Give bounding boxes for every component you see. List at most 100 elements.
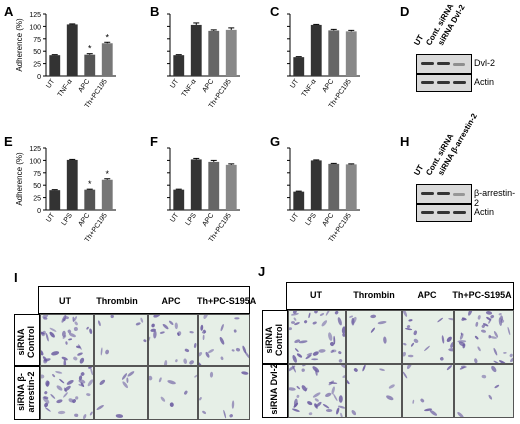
panel-j-col-1: UT [310, 290, 322, 300]
x-tick-label-a-2: APC [77, 78, 91, 94]
y-axis-label-a: Adherence (%) [15, 18, 24, 72]
blot-h-row-label-1: β-arrestin-2 [474, 188, 516, 208]
y-tick-label-e-4: 100 [29, 158, 41, 165]
micrograph-j-1-3 [402, 310, 454, 364]
x-tick-label-c-0: UT [289, 78, 301, 90]
y-tick-label-a-2: 50 [33, 49, 41, 56]
x-tick-label-g-2: APC [321, 212, 335, 228]
panel-label-g: G [270, 134, 281, 149]
micrograph-j-2-4 [454, 364, 514, 418]
significance-marker-a-3: * [105, 32, 109, 42]
blot-d-row-label-1: Dvl-2 [474, 58, 496, 68]
x-tick-label-f-1: LPS [185, 212, 199, 227]
bar-a-3 [101, 43, 113, 76]
x-tick-label-a-0: UT [45, 78, 57, 90]
y-tick-label-e-1: 25 [33, 196, 41, 203]
bar-g-1 [310, 160, 322, 210]
micrograph-j-2-3 [402, 364, 454, 418]
bar-c-1 [310, 24, 322, 76]
micrograph-i-2-4 [198, 366, 250, 420]
x-tick-label-e-2: APC [77, 212, 91, 228]
micrograph-i-1-1 [40, 314, 94, 366]
y-tick-label-e-2: 50 [33, 183, 41, 190]
bar-f-3 [225, 164, 237, 210]
significance-marker-e-3: * [105, 169, 109, 179]
y-tick-label-a-5: 125 [29, 12, 41, 19]
bar-b-0 [173, 55, 185, 76]
bar-c-2 [328, 30, 340, 76]
bar-e-1 [66, 159, 78, 210]
panel-label-f: F [150, 134, 158, 149]
panel-i-col-4: Th+PC-S195A [197, 296, 257, 306]
bar-a-1 [66, 24, 78, 76]
panel-label-h: H [400, 134, 410, 149]
y-axis-label-e: Adherence (%) [15, 152, 24, 206]
y-tick-label-e-5: 125 [29, 146, 41, 153]
panel-label-b: B [150, 4, 160, 19]
bar-b-3 [225, 29, 237, 76]
micrograph-i-2-1 [40, 366, 94, 420]
x-tick-label-a-1: TNF-α [57, 78, 74, 98]
x-tick-label-c-2: APC [321, 78, 335, 94]
panel-j-row1-box [262, 310, 288, 364]
panel-label-a: A [4, 4, 14, 19]
x-tick-label-f-2: APC [201, 212, 215, 228]
y-tick-label-e-0: 0 [37, 208, 41, 215]
micrograph-j-2-2 [346, 364, 402, 418]
bar-f-2 [208, 161, 220, 210]
blot-h-row-1 [416, 184, 472, 204]
micrograph-j-2-1 [288, 364, 346, 418]
bar-g-2 [328, 163, 340, 210]
x-tick-label-g-0: UT [289, 212, 301, 224]
y-tick-label-a-3: 75 [33, 37, 41, 44]
blot-d-row-1 [416, 54, 472, 74]
panel-i-col-2: Thrombin [96, 296, 138, 306]
y-tick-label-a-4: 100 [29, 24, 41, 31]
x-tick-label-b-2: APC [201, 78, 215, 94]
x-tick-label-b-0: UT [169, 78, 181, 90]
bar-e-3 [101, 179, 113, 210]
micrograph-i-2-2 [94, 366, 148, 420]
bar-c-3 [345, 31, 357, 76]
x-tick-label-b-1: TNF-α [181, 78, 198, 98]
panel-i-row1-box [14, 314, 40, 366]
panel-i-row-2: siRNA β-arrestin-2 [16, 371, 36, 413]
x-tick-label-g-1: LPS [305, 212, 319, 227]
panel-label-d: D [400, 4, 410, 19]
y-tick-label-a-0: 0 [37, 74, 41, 81]
blot-h-row-2 [416, 204, 472, 222]
panel-j-row-2: siRNA Dvl-2 [269, 363, 279, 415]
bar-c-0 [293, 57, 305, 76]
bar-a-2 [84, 54, 96, 76]
panel-label-c: C [270, 4, 280, 19]
micrograph-i-1-3 [148, 314, 198, 366]
panel-j-col-4: Th+PC-S195A [452, 290, 512, 300]
panel-i-row2-box [14, 366, 40, 420]
blot-d-row-label-2: Actin [474, 77, 495, 87]
panel-j-row2-box [262, 364, 288, 418]
x-tick-label-e-1: LPS [61, 212, 75, 227]
panel-i-col-1: UT [59, 296, 71, 306]
panel-i-col-3: APC [161, 296, 181, 306]
x-tick-label-c-1: TNF-α [301, 78, 318, 98]
panel-label-i: I [14, 270, 18, 285]
micrograph-j-1-4 [454, 310, 514, 364]
micrograph-i-1-2 [94, 314, 148, 366]
bar-b-2 [208, 30, 220, 77]
y-tick-label-a-1: 25 [33, 62, 41, 69]
micrograph-j-1-1 [288, 310, 346, 364]
panel-label-j: J [258, 264, 266, 279]
panel-label-e: E [4, 134, 13, 149]
x-tick-label-e-0: UT [45, 212, 57, 224]
bar-b-1 [190, 24, 202, 76]
bar-f-0 [173, 189, 185, 210]
micrograph-j-1-2 [346, 310, 402, 364]
bar-e-2 [84, 189, 96, 210]
panel-i-header-box [38, 286, 250, 314]
micrograph-i-2-3 [148, 366, 198, 420]
blot-h-row-label-2: Actin [474, 207, 495, 217]
x-tick-label-f-0: UT [169, 212, 181, 224]
significance-marker-e-2: * [88, 179, 92, 189]
micrograph-i-1-4 [198, 314, 250, 366]
